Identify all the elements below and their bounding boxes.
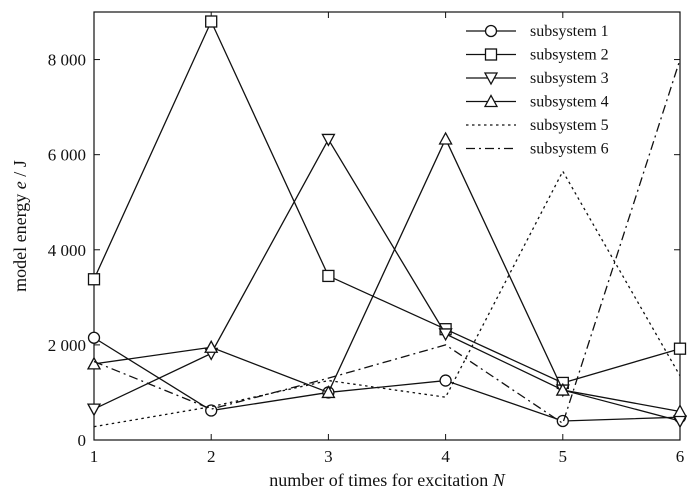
x-axis: 1 2 3 4 5 6: [90, 12, 685, 466]
legend-marker: [484, 24, 498, 38]
legend-entry: subsystem 4: [466, 94, 609, 111]
data-point: [321, 385, 336, 399]
series-line: [93, 137, 681, 413]
y-axis-label: model energy e / J: [10, 160, 30, 292]
data-point: [322, 269, 335, 283]
legend-label: subsystem 5: [530, 117, 609, 134]
data-point: [205, 15, 218, 28]
series-4: [86, 131, 688, 418]
data-point: [438, 131, 453, 145]
plot-frame: [93, 11, 681, 441]
x-tick-label: 5: [559, 447, 568, 466]
series-6: [93, 59, 681, 425]
x-tick-label: 2: [207, 447, 216, 466]
x-tick-label: 3: [324, 447, 333, 466]
data-point: [438, 328, 453, 342]
y-tick-label: 8 000: [48, 51, 86, 70]
legend-entry: subsystem 1: [466, 23, 609, 40]
data-point: [86, 403, 102, 417]
series-line: [93, 138, 681, 422]
data-point: [673, 342, 687, 355]
legend-label: subsystem 1: [530, 23, 609, 40]
legend-entry: subsystem 6: [466, 141, 609, 158]
legend-entry: subsystem 5: [466, 117, 609, 134]
series-line: [93, 19, 681, 384]
legend: subsystem 1 subsystem 2 subsystem 3 subsyst…: [466, 23, 609, 158]
data-point: [555, 382, 570, 396]
series-3: [86, 133, 688, 429]
data-point: [321, 133, 336, 147]
legend-label: subsystem 6: [530, 141, 609, 158]
data-point: [204, 339, 219, 353]
legend-label: subsystem 2: [530, 47, 609, 64]
y-tick-label: 4 000: [48, 241, 86, 260]
data-point: [87, 273, 101, 286]
legend-entry: subsystem 3: [466, 70, 609, 87]
series-line: [93, 169, 681, 428]
y-tick-label: 2 000: [48, 336, 86, 355]
x-axis-label: number of times for excitation N: [269, 470, 505, 490]
y-axis: 0 2 000 4 000 6 000 8 000: [48, 51, 680, 450]
legend-marker: [483, 72, 499, 86]
legend-entry: subsystem 2: [466, 47, 609, 64]
data-point: [87, 331, 101, 344]
legend-marker: [484, 48, 498, 61]
series-layer: [86, 15, 688, 429]
data-point: [205, 404, 218, 417]
y-tick-label: 0: [78, 431, 87, 450]
x-tick-label: 1: [90, 447, 99, 466]
y-tick-label: 6 000: [48, 146, 86, 165]
legend-marker: [483, 94, 499, 108]
legend-label: subsystem 4: [530, 94, 609, 111]
data-point: [672, 404, 688, 418]
data-point: [556, 414, 569, 428]
legend-label: subsystem 3: [530, 70, 609, 87]
series-line: [93, 59, 681, 425]
series-5: [93, 169, 681, 428]
x-tick-label: 6: [676, 447, 685, 466]
x-tick-label: 4: [441, 447, 450, 466]
data-point: [439, 374, 452, 387]
series-line: [93, 337, 681, 422]
